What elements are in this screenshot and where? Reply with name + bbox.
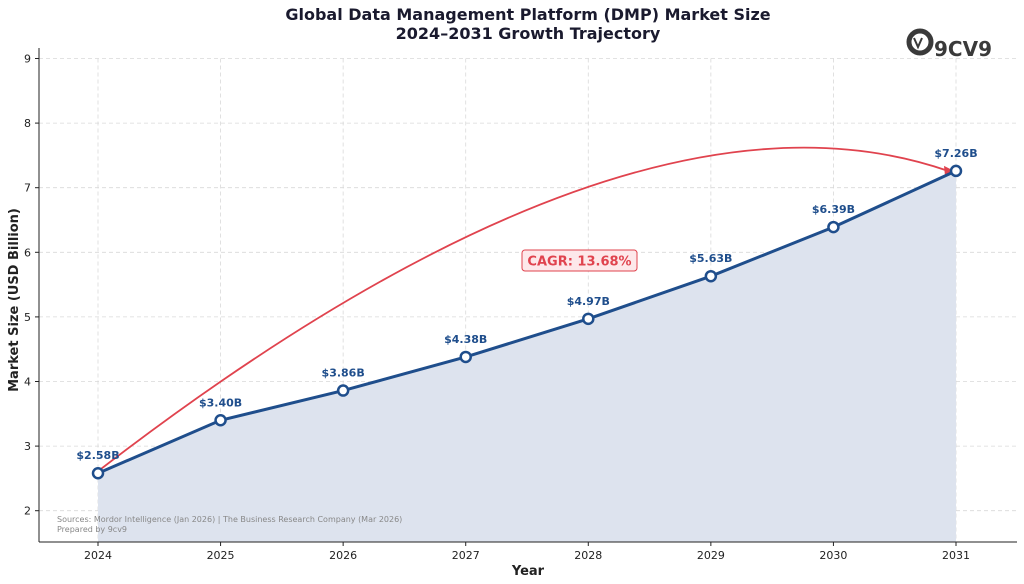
data-label: $3.40B — [199, 396, 242, 409]
source-note: Sources: Mordor Intelligence (Jan 2026) … — [57, 515, 402, 524]
y-tick-label: 3 — [24, 440, 31, 453]
chart-title: Global Data Management Platform (DMP) Ma… — [285, 5, 770, 24]
data-label: $7.26B — [934, 147, 977, 160]
x-tick-label: 2026 — [329, 549, 357, 562]
y-tick-label: 8 — [24, 117, 31, 130]
data-label: $5.63B — [689, 252, 732, 265]
data-point — [214, 414, 227, 427]
chart-subtitle: 2024–2031 Growth Trajectory — [396, 24, 661, 43]
data-point — [582, 312, 595, 326]
data-label: $4.97B — [567, 295, 610, 308]
data-point — [459, 350, 472, 364]
y-ticks: 2 3 4 5 6 7 8 9 — [24, 53, 39, 518]
y-tick-label: 7 — [24, 182, 31, 195]
plot-area: 2 3 4 5 6 7 8 9 2024 2025 2026 2027 2028 2029 2030 203… — [24, 48, 1017, 562]
logo-text: 9CV9 — [934, 37, 992, 61]
data-label: $2.58B — [76, 449, 119, 462]
cagr-text: CAGR: 13.68% — [527, 255, 631, 270]
data-point — [704, 269, 718, 283]
y-axis-label: Market Size (USD Billion) — [7, 208, 22, 392]
y-tick-label: 9 — [24, 53, 31, 66]
x-tick-label: 2027 — [452, 549, 480, 562]
9cv9-logo-icon: 9CV9 — [906, 28, 992, 61]
cagr-annotation: CAGR: 13.68% — [521, 249, 638, 272]
y-tick-label: 4 — [24, 376, 31, 389]
y-tick-label: 2 — [24, 505, 31, 518]
prepared-by: Prepared by 9cv9 — [57, 525, 127, 534]
data-point — [91, 466, 105, 480]
data-label: $4.38B — [444, 333, 487, 346]
cagr-box — [521, 249, 638, 272]
data-label: $6.39B — [812, 203, 855, 216]
x-ticks: 2024 2025 2026 2027 2028 2029 2030 2031 — [84, 542, 970, 562]
y-tick-label: 5 — [24, 311, 31, 324]
area-fill — [98, 170, 956, 543]
y-tick-label: 6 — [24, 246, 31, 259]
data-point — [949, 164, 963, 178]
data-points — [91, 164, 963, 480]
data-point — [336, 384, 350, 397]
x-tick-label: 2028 — [574, 549, 602, 562]
cagr-arrow — [97, 146, 949, 472]
data-point — [827, 220, 840, 234]
data-labels: $2.58B $3.40B $3.86B $4.38B $4.97B $5.63B $6.3… — [76, 147, 977, 462]
x-tick-label: 2025 — [207, 549, 235, 562]
data-label: $3.86B — [322, 367, 365, 380]
series-line — [97, 169, 957, 475]
cagr-arrowhead — [944, 165, 954, 176]
x-tick-label: 2029 — [697, 549, 725, 562]
x-axis-label: Year — [511, 564, 545, 579]
x-tick-label: 2030 — [819, 549, 847, 562]
x-tick-label: 2024 — [84, 549, 112, 562]
x-tick-label: 2031 — [942, 549, 970, 562]
